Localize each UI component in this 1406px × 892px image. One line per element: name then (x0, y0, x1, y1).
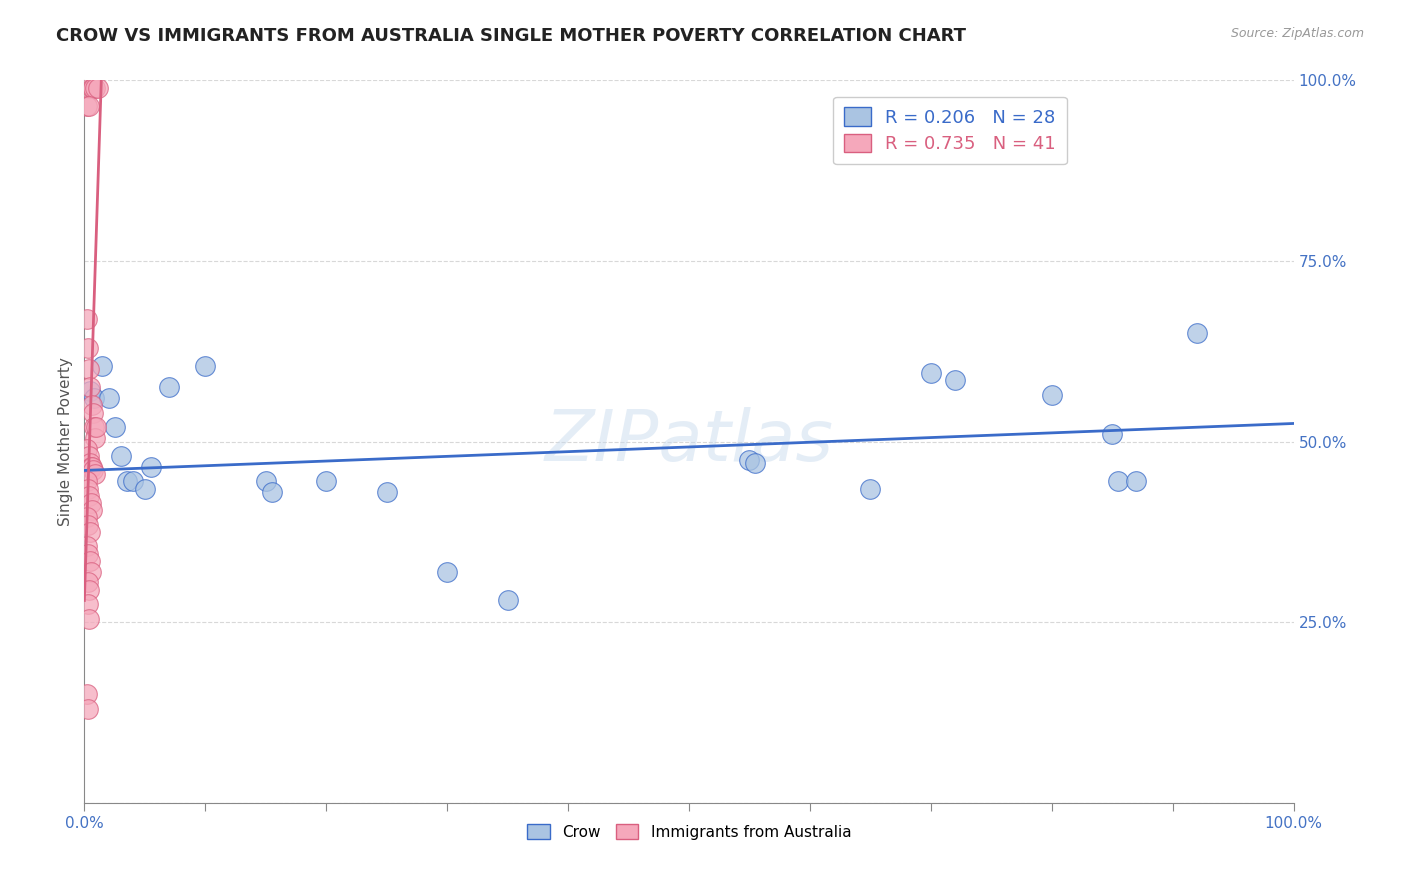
Point (82, 80, 104, 95)
Point (110, 449, 132, 463)
Point (920, 366, 942, 380)
Point (83, 391, 105, 405)
Legend: Crow, Immigrants from Australia: Crow, Immigrants from Australia (520, 818, 858, 846)
Point (83, 467, 105, 481)
Point (77, 611, 100, 625)
Point (79, 524, 101, 539)
Point (76, 442, 98, 456)
Point (1101, 427, 1123, 442)
Point (496, 593, 519, 607)
Point (76, 311, 98, 326)
Point (84, 431, 107, 445)
Text: CROW VS IMMIGRANTS FROM AUSTRALIA SINGLE MOTHER POVERTY CORRELATION CHART: CROW VS IMMIGRANTS FROM AUSTRALIA SINGLE… (56, 27, 966, 45)
Point (157, 380, 180, 394)
Point (744, 456, 766, 470)
Point (86, 420, 108, 434)
Point (77, 517, 100, 532)
Point (80, 398, 103, 412)
Point (1040, 387, 1063, 401)
Point (86, 80, 108, 95)
Point (738, 452, 761, 467)
Point (77, 80, 100, 95)
Point (91, 359, 114, 373)
Point (254, 475, 277, 489)
Point (121, 475, 143, 489)
Point (80, 459, 103, 474)
Point (76, 510, 98, 524)
Point (76, 539, 98, 553)
Point (77, 547, 100, 561)
Point (79, 554, 101, 568)
Point (134, 482, 156, 496)
Point (436, 565, 458, 579)
Point (77, 702, 100, 716)
Point (97, 391, 120, 405)
Point (76, 575, 98, 590)
Point (79, 456, 101, 470)
Point (194, 359, 217, 373)
Point (77, 582, 100, 597)
Point (79, 489, 101, 503)
Point (80, 565, 103, 579)
Point (139, 459, 162, 474)
Point (82, 463, 104, 477)
Point (83, 420, 105, 434)
Point (1107, 475, 1129, 489)
Point (76, 475, 98, 489)
Point (79, 496, 101, 510)
Point (84, 80, 107, 95)
Point (1125, 475, 1147, 489)
Point (76, 98, 98, 112)
Point (104, 420, 127, 434)
Point (77, 482, 100, 496)
Y-axis label: Single Mother Poverty: Single Mother Poverty (58, 357, 73, 526)
Point (82, 459, 104, 474)
Point (115, 475, 138, 489)
Text: Source: ZipAtlas.com: Source: ZipAtlas.com (1230, 27, 1364, 40)
Point (77, 98, 100, 112)
Point (375, 485, 398, 500)
Point (76, 687, 98, 701)
Point (79, 380, 101, 394)
Point (859, 482, 882, 496)
Point (260, 485, 283, 500)
Point (80, 503, 103, 517)
Point (1185, 326, 1208, 341)
Point (80, 80, 103, 95)
Text: ZIPatlas: ZIPatlas (544, 407, 834, 476)
Point (77, 362, 100, 376)
Point (82, 406, 104, 420)
Point (79, 384, 101, 398)
Point (77, 341, 100, 355)
Point (315, 475, 337, 489)
Point (76, 597, 98, 611)
Point (943, 373, 966, 387)
Point (77, 449, 100, 463)
